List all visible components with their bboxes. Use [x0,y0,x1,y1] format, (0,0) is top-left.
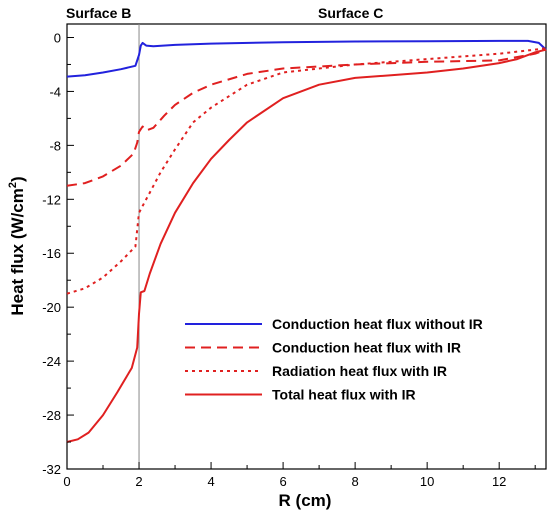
series-line-4 [66,48,547,443]
y-tick-label: -20 [42,300,61,315]
surface-c-label: Surface C [318,5,383,21]
y-tick-label: -4 [49,84,61,99]
x-tick-label: 8 [352,474,359,489]
legend: Conduction heat flux without IR Conductio… [185,316,483,403]
plot-frame [66,23,547,470]
legend-label: Conduction heat flux without IR [272,316,483,332]
x-tick-label: 0 [63,474,70,489]
x-tick-label: 4 [207,474,214,489]
y-tick-label: -8 [49,138,61,153]
series-line-3 [66,47,547,295]
y-axis-label: Heat flux (W/cm2) [7,176,27,315]
legend-label: Total heat flux with IR [272,387,416,403]
x-tick-label: 6 [279,474,286,489]
x-axis-label: R (cm) [279,491,332,510]
y-tick-label: -12 [42,192,61,207]
legend-label: Conduction heat flux with IR [272,340,461,356]
y-tick-label: -16 [42,246,61,261]
y-tick-label: -24 [42,354,61,369]
y-tick-label: -28 [42,408,61,423]
x-tick-label: 10 [420,474,434,489]
series-line-2 [66,48,547,187]
surface-b-label: Surface B [66,5,131,21]
x-tick-label: 12 [492,474,506,489]
y-tick-label: 0 [54,30,61,45]
legend-label: Radiation heat flux with IR [272,363,447,379]
x-tick-label: 2 [135,474,142,489]
y-tick-label: -32 [42,462,61,477]
series-line-1 [66,39,547,78]
